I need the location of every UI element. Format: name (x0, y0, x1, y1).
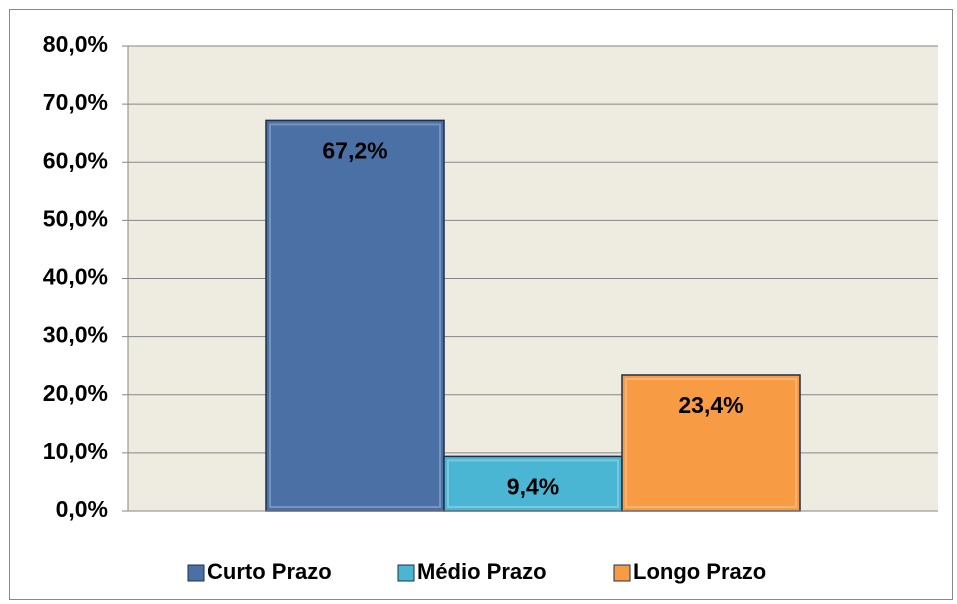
y-tick-label: 20,0% (43, 380, 108, 406)
value-label: 23,4% (678, 392, 743, 418)
bar-bevel (269, 123, 441, 509)
y-tick-label: 40,0% (43, 264, 108, 290)
value-label: 67,2% (322, 137, 387, 163)
legend-swatch (613, 564, 631, 582)
y-tick-label: 0,0% (56, 496, 108, 522)
bar (443, 455, 623, 512)
bar-bevel (625, 377, 797, 508)
y-tick-label: 30,0% (43, 322, 108, 348)
y-tick-label: 10,0% (43, 438, 108, 464)
bar (621, 374, 801, 512)
legend-label: Longo Prazo (633, 559, 766, 584)
bar (265, 119, 445, 512)
legend-swatch (187, 564, 205, 582)
legend-label: Curto Prazo (207, 559, 332, 584)
legend-label: Médio Prazo (417, 559, 547, 584)
value-label: 9,4% (507, 473, 559, 499)
y-tick-label: 50,0% (43, 205, 108, 231)
y-tick-label: 70,0% (43, 89, 108, 115)
y-tick-label: 60,0% (43, 147, 108, 173)
legend-swatch (397, 564, 415, 582)
bar-bevel (447, 459, 619, 508)
y-tick-label: 80,0% (43, 31, 108, 57)
